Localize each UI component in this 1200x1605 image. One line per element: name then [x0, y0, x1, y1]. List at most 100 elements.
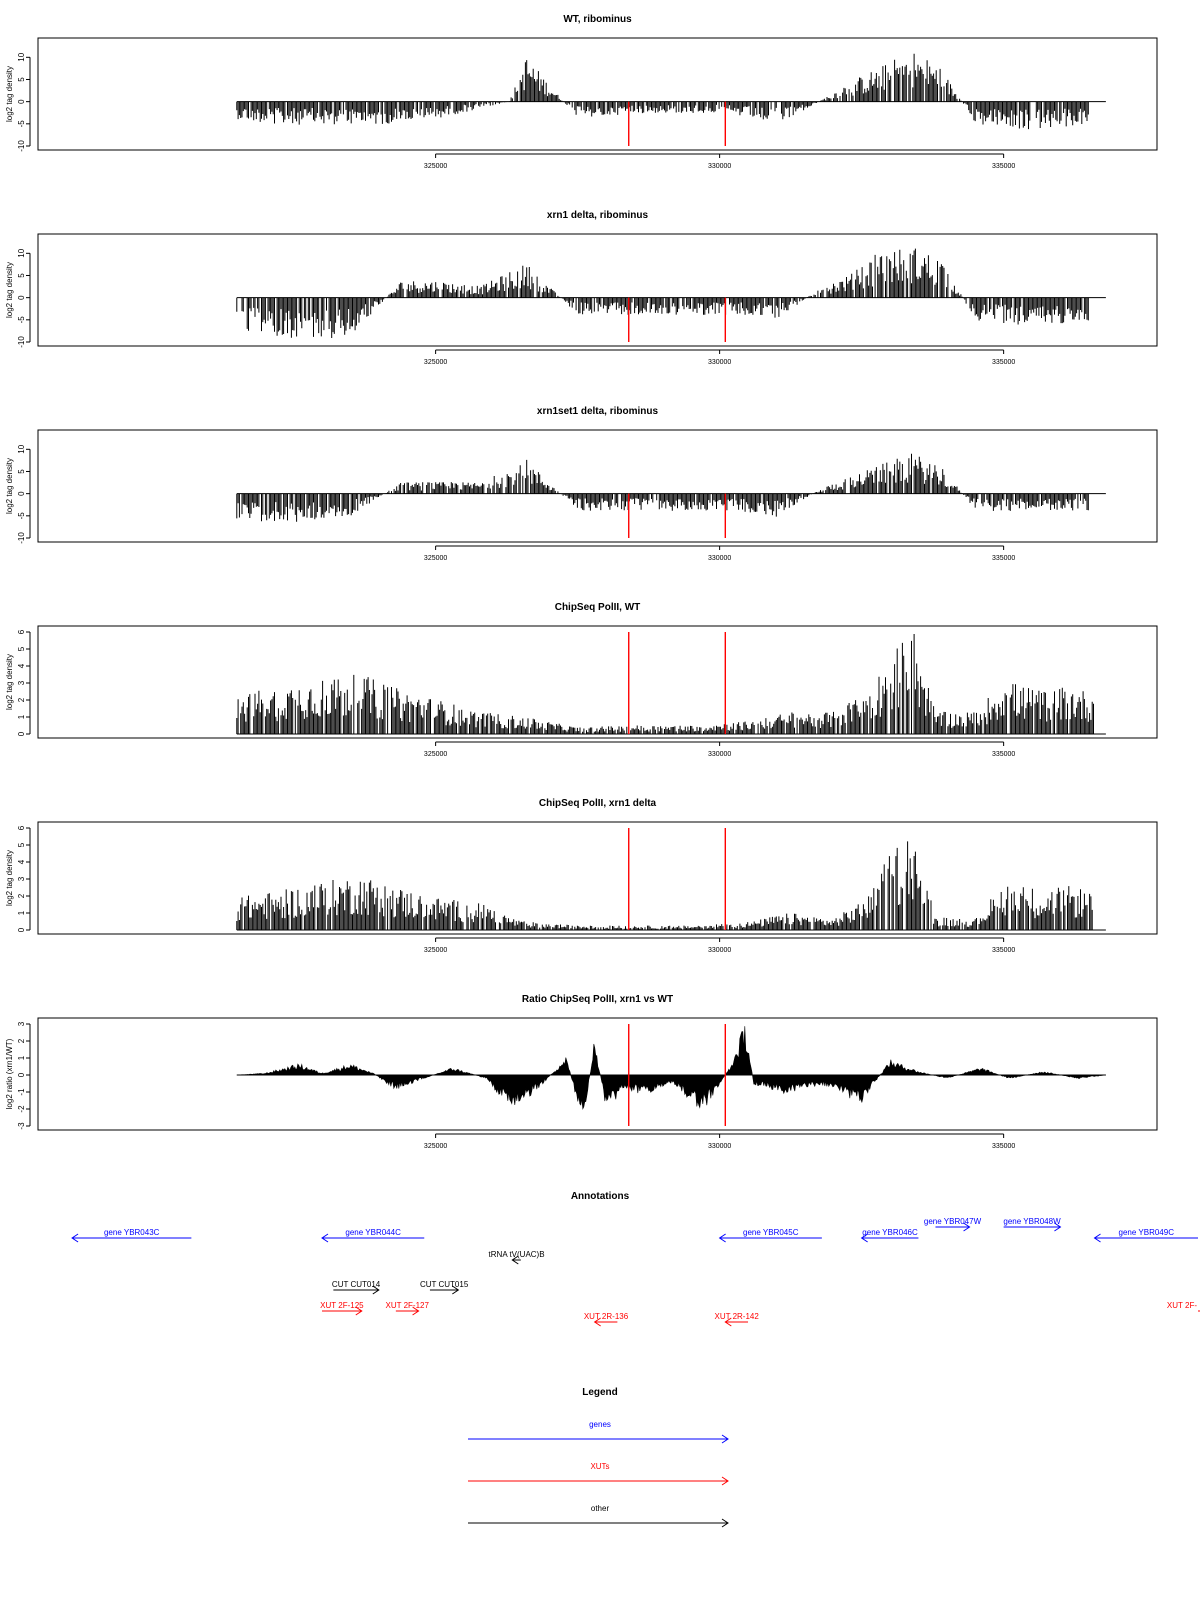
- x-tick-label: 335000: [992, 947, 1015, 954]
- y-axis: 0 1 2 3 4 5 6 log2 tag density: [5, 825, 31, 932]
- signal-series: [236, 453, 1089, 522]
- y-tick-label: -10: [17, 336, 26, 348]
- signal-series: [236, 53, 1089, 130]
- y-tick-label: 0: [17, 1072, 26, 1077]
- x-tick-label: 325000: [424, 1143, 447, 1150]
- arrow-head: [412, 1306, 420, 1316]
- x-tick-label: 325000: [424, 555, 447, 562]
- x-tick-label: 325000: [424, 751, 447, 758]
- y-tick-label: 1: [17, 910, 26, 915]
- feature-label: CUT CUT015: [420, 1280, 469, 1289]
- signal-series: [236, 841, 1093, 930]
- x-axis: 325000 330000 335000: [424, 349, 1015, 366]
- feature-genes: gene YBR047W: [924, 1217, 982, 1232]
- legend-label: XUTs: [590, 1462, 609, 1471]
- feature-xuts: XUT 2F-: [1167, 1301, 1200, 1312]
- x-axis: 325000 330000 335000: [424, 741, 1015, 758]
- panel-title: xrn1set1 delta, ribominus: [537, 406, 659, 417]
- feature-genes: gene YBR043C: [71, 1228, 192, 1243]
- x-axis: 325000 330000 335000: [424, 937, 1015, 954]
- y-axis: -3 -2 -1 0 1 2 3 log2 ratio (xrn1/WT): [5, 1021, 31, 1130]
- x-tick-label: 325000: [424, 947, 447, 954]
- feature-other: CUT CUT014: [332, 1280, 381, 1295]
- arrow-head: [372, 1285, 380, 1295]
- x-axis: 325000 330000 335000: [424, 1133, 1015, 1150]
- y-tick-label: 0: [17, 295, 26, 300]
- feature-label: XUT 2R-136: [584, 1312, 629, 1321]
- x-tick-label: 335000: [992, 163, 1015, 170]
- y-tick-label: -3: [17, 1122, 26, 1130]
- feature-label: XUT 2F-125: [320, 1301, 364, 1310]
- y-tick-label: -1: [17, 1088, 26, 1096]
- x-tick-label: 330000: [708, 751, 731, 758]
- panel-title: Ratio ChipSeq PolII, xrn1 vs WT: [522, 994, 673, 1005]
- legend-label: genes: [589, 1420, 611, 1429]
- y-tick-label: -5: [17, 120, 26, 128]
- feature-other: tRNA tV(UAC)B: [489, 1250, 545, 1265]
- y-axis-label: log2 ratio (xrn1/WT): [5, 1038, 14, 1109]
- y-tick-label: 5: [17, 842, 26, 847]
- feature-label: gene YBR047W: [924, 1217, 982, 1226]
- plot-frame: [37, 625, 1158, 739]
- x-tick-label: 335000: [992, 555, 1015, 562]
- signal-bars: [236, 453, 1089, 522]
- y-axis: 0 1 2 3 4 5 6 log2 tag density: [5, 629, 31, 736]
- chart-panel-4: ChipSeq PolII, WT 0 1 2 3 4 5 6 log2 tag density…: [5, 602, 1158, 758]
- feature-label: XUT 2R-142: [715, 1312, 760, 1321]
- feature-xuts: XUT 2F-125: [320, 1301, 364, 1316]
- x-axis: 325000 330000 335000: [424, 153, 1015, 170]
- legend-arrow-head: [721, 1518, 729, 1528]
- chart-panel-5: ChipSeq PolII, xrn1 delta 0 1 2 3 4 5 6 log2 tag…: [5, 798, 1158, 954]
- y-tick-label: -5: [17, 512, 26, 520]
- legend-item-genes: genes: [468, 1420, 729, 1444]
- y-tick-label: 10: [17, 52, 26, 61]
- y-tick-label: 5: [17, 77, 26, 82]
- feature-genes: gene YBR045C: [718, 1228, 822, 1243]
- y-tick-label: 5: [17, 273, 26, 278]
- y-tick-label: 10: [17, 444, 26, 453]
- signal-bars: [236, 841, 1093, 930]
- feature-label: tRNA tV(UAC)B: [489, 1250, 545, 1259]
- feature-label: gene YBR048W: [1003, 1217, 1061, 1226]
- panel-title: ChipSeq PolII, xrn1 delta: [539, 798, 657, 809]
- arrow-head: [1093, 1233, 1101, 1243]
- panel-title: WT, ribominus: [563, 14, 632, 25]
- y-tick-label: 2: [17, 893, 26, 898]
- arrow-head: [511, 1255, 519, 1265]
- y-axis-label: log2 tag density: [5, 458, 14, 514]
- legend-arrow-head: [721, 1434, 729, 1444]
- x-tick-label: 325000: [424, 163, 447, 170]
- legend-arrow-head: [721, 1476, 729, 1486]
- arrow-head: [71, 1233, 79, 1243]
- y-axis-label: log2 tag density: [5, 850, 14, 906]
- arrow-head: [963, 1222, 971, 1232]
- arrow-head: [321, 1233, 329, 1243]
- annotations-title: Annotations: [571, 1191, 630, 1202]
- panel-title: ChipSeq PolII, WT: [555, 602, 641, 613]
- signal-series: [236, 634, 1094, 734]
- y-tick-label: 3: [17, 876, 26, 881]
- y-axis-label: log2 tag density: [5, 66, 14, 122]
- feature-label: gene YBR044C: [345, 1228, 401, 1237]
- signal-series: [236, 248, 1089, 338]
- signal-bars: [236, 634, 1094, 734]
- y-axis-label: log2 tag density: [5, 262, 14, 318]
- x-tick-label: 330000: [708, 947, 731, 954]
- y-tick-label: 5: [17, 646, 26, 651]
- x-tick-label: 325000: [424, 359, 447, 366]
- arrow-head: [1054, 1222, 1062, 1232]
- feature-xuts: XUT 2F-127: [385, 1301, 429, 1316]
- signal-bars: [236, 53, 1089, 130]
- y-tick-label: 0: [17, 99, 26, 104]
- y-tick-label: -10: [17, 140, 26, 152]
- annotations-track: Annotations gene YBR043C gene YBR044C gene …: [71, 1191, 1200, 1327]
- arrow-head: [355, 1306, 363, 1316]
- feature-label: gene YBR049C: [1119, 1228, 1175, 1237]
- feature-genes: gene YBR044C: [321, 1228, 425, 1243]
- feature-label: XUT 2F-: [1167, 1301, 1197, 1310]
- x-tick-label: 335000: [992, 359, 1015, 366]
